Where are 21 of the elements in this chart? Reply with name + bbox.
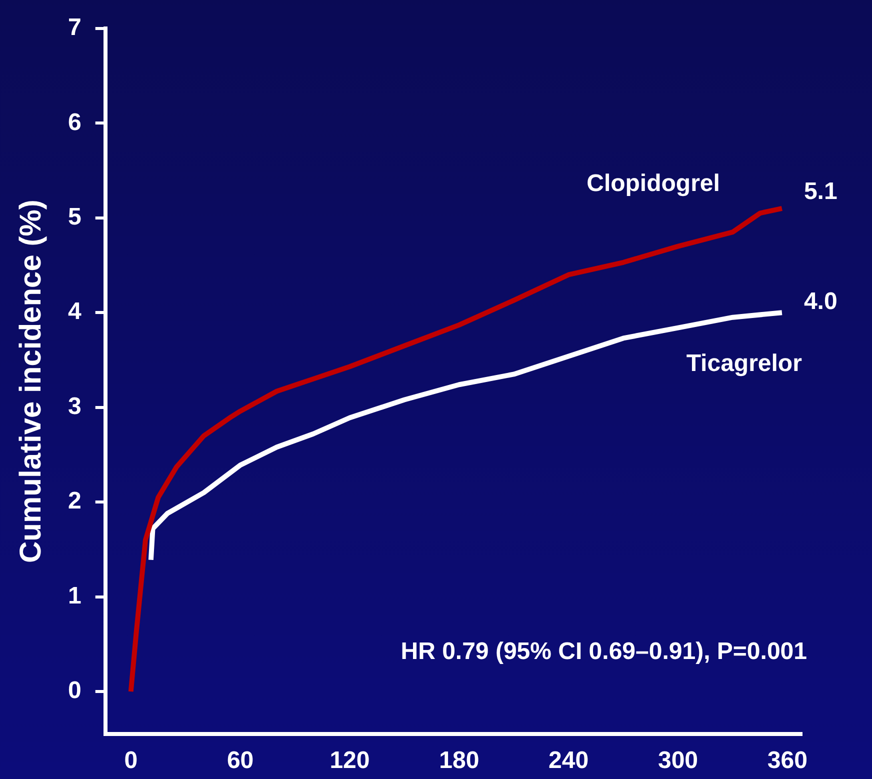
y-tick-label: 4 bbox=[68, 298, 82, 326]
x-tick-label: 120 bbox=[330, 747, 370, 774]
x-tick-label: 0 bbox=[124, 747, 138, 774]
y-tick-label: 2 bbox=[68, 488, 82, 515]
x-tick-label: 180 bbox=[439, 747, 480, 774]
y-tick-label: 0 bbox=[68, 677, 82, 704]
x-tick-label: 240 bbox=[548, 747, 589, 774]
y-tick-label: 6 bbox=[68, 108, 82, 136]
y-tick-label: 1 bbox=[68, 582, 82, 610]
x-tick-label: 60 bbox=[226, 747, 254, 774]
series-label: Clopidogrel bbox=[586, 170, 720, 198]
x-tick-label: 300 bbox=[658, 747, 698, 774]
annotation: HR 0.79 (95% CI 0.69–0.91), P=0.001 bbox=[400, 638, 807, 665]
x-tick-label: 360 bbox=[767, 747, 808, 774]
y-tick-label: 3 bbox=[68, 392, 82, 420]
y-tick-label: 7 bbox=[68, 14, 82, 42]
y-tick-label: 5 bbox=[68, 204, 82, 230]
series-label: Ticagrelor bbox=[686, 350, 802, 378]
data-label: 4.0 bbox=[804, 288, 838, 316]
data-label: 5.1 bbox=[804, 178, 838, 206]
y-axis-title: Cumulative incidence (%) bbox=[14, 200, 48, 564]
